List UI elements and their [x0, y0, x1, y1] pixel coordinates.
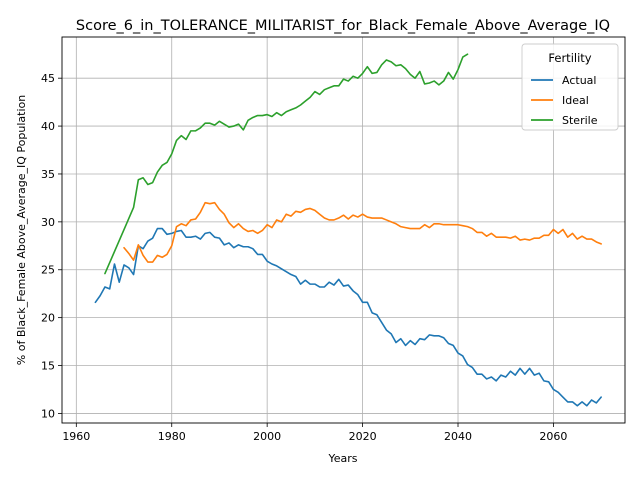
y-tick-label: 35 [41, 168, 55, 181]
y-tick-label: 20 [41, 312, 55, 325]
y-axis-label: % of Black_Female Above_Average_IQ Popul… [15, 95, 28, 365]
y-tick-label: 25 [41, 264, 55, 277]
legend-label-ideal: Ideal [562, 94, 589, 107]
legend-title: Fertility [548, 51, 591, 65]
series-line-sterile [104, 53, 469, 275]
legend-entries: Actual Ideal Sterile [531, 74, 598, 127]
plot-area-frame [61, 36, 626, 424]
x-tick-label: 1960 [62, 430, 90, 443]
series-line-ideal [123, 201, 602, 263]
y-tick-label: 15 [41, 360, 55, 373]
y-tick-label: 45 [41, 72, 55, 85]
x-tick-label: 2020 [349, 430, 377, 443]
legend-box [521, 43, 619, 131]
chart-title: Score_6_in_TOLERANCE_MILITARIST_for_Blac… [76, 18, 610, 34]
x-tick-label: 2060 [539, 430, 567, 443]
axis-ticks: 1960 1980 2000 2020 2040 2060 10 15 20 25 30 35 40 45 [41, 72, 567, 443]
y-tick-label: 10 [41, 407, 55, 420]
x-tick-label: 1980 [158, 430, 186, 443]
legend-label-actual: Actual [562, 74, 596, 87]
series-lines [94, 53, 602, 407]
x-tick-label: 2040 [444, 430, 472, 443]
x-tick-label: 2000 [253, 430, 281, 443]
legend: Fertility Actual Ideal Sterile [521, 43, 619, 131]
x-axis-label: Years [327, 452, 357, 465]
y-tick-label: 30 [41, 216, 55, 229]
legend-label-sterile: Sterile [562, 114, 598, 127]
y-tick-label: 40 [41, 120, 55, 133]
series-line-actual [94, 227, 602, 407]
